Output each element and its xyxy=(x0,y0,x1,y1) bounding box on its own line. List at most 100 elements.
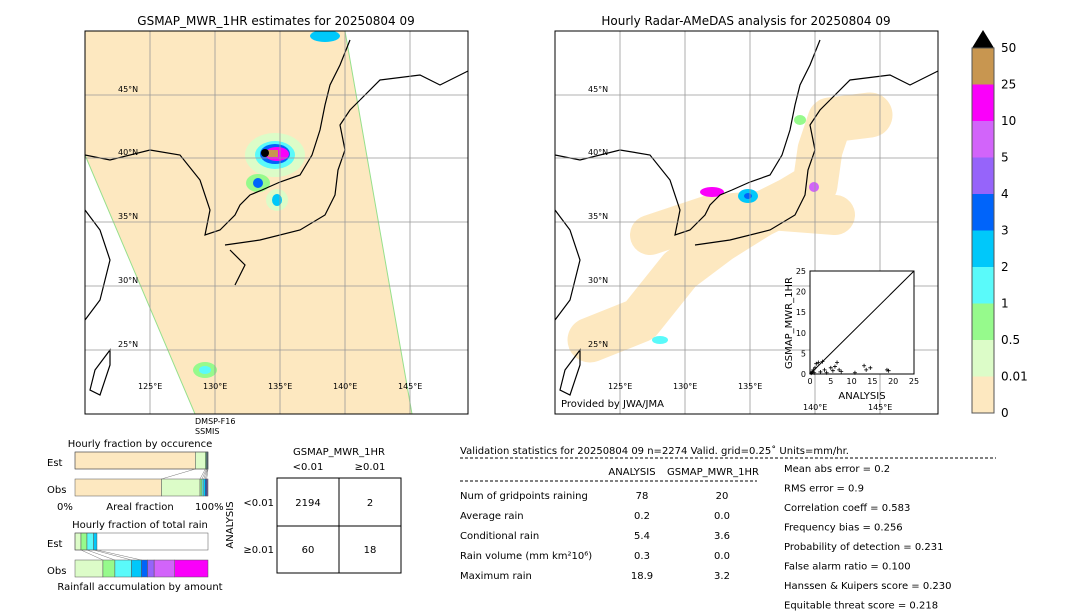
scatter-point xyxy=(812,365,817,370)
scatter-point xyxy=(868,365,873,370)
colorbar-segment xyxy=(972,194,994,231)
bar-segment xyxy=(141,559,148,578)
scatter-point xyxy=(832,364,837,369)
stat-gsmap: 0.0 xyxy=(714,551,730,562)
stat-label: Rain volume (mm km²10⁶) xyxy=(460,551,592,562)
scatter-xtick: 0 xyxy=(807,377,812,386)
stat-label: Conditional rain xyxy=(460,531,539,542)
longitude-label: 145°E xyxy=(868,403,892,412)
scatter-ytick: 5 xyxy=(801,349,806,358)
scatter-point xyxy=(820,359,825,364)
bar-segment xyxy=(86,532,94,551)
row-header: ≥0.01 xyxy=(243,545,274,556)
scatter-xtick: 5 xyxy=(828,377,833,386)
scatter-point xyxy=(828,365,833,370)
stat-analysis: 0.3 xyxy=(634,551,650,562)
colorbar-segment xyxy=(972,376,994,413)
colorbar-label: 0 xyxy=(1001,406,1009,420)
cell: 18 xyxy=(364,545,377,556)
scatter-point xyxy=(830,368,835,373)
scatter-xtick: 10 xyxy=(847,377,857,386)
one-to-one-line xyxy=(809,270,915,375)
tick-100: 100% xyxy=(195,502,224,513)
scatter-ytick: 20 xyxy=(796,288,806,297)
latitude-label: 35°N xyxy=(588,212,608,221)
bar-segment xyxy=(102,559,116,578)
bar-segment xyxy=(199,478,203,497)
latitude-label: 40°N xyxy=(588,148,608,157)
connector-line xyxy=(96,549,142,561)
longitude-label: 140°E xyxy=(803,403,827,412)
rain-fraction-title: Hourly fraction of total rain xyxy=(72,520,208,531)
bar-segment xyxy=(153,559,175,578)
score: Correlation coeff = 0.583 xyxy=(784,503,910,514)
stat-label: Maximum rain xyxy=(460,571,532,582)
bar-segment xyxy=(131,559,142,578)
satellite-label: DMSP-F16 xyxy=(195,417,235,426)
bar-segment xyxy=(80,532,88,551)
bar-segment xyxy=(74,559,104,578)
score: Hanssen & Kuipers score = 0.230 xyxy=(784,581,951,592)
occurrence-title: Hourly fraction by occurence xyxy=(68,439,212,450)
connector-line xyxy=(86,549,115,561)
colorbar-segment xyxy=(972,48,994,85)
colorbar-segment xyxy=(972,267,994,304)
scatter-point xyxy=(824,370,829,375)
cell: 2194 xyxy=(295,498,320,509)
colorbar-segment xyxy=(972,157,994,194)
col-header: <0.01 xyxy=(293,462,324,473)
score: Probability of detection = 0.231 xyxy=(784,542,943,553)
right-grid: 45°N 40°N 35°N 30°N 25°N 125°E 130°E 135°E 140°E… xyxy=(555,31,938,414)
colorbar-segment xyxy=(972,121,994,158)
colorbar-label: 0.5 xyxy=(1001,333,1020,347)
stat-analysis: 18.9 xyxy=(631,571,653,582)
colorbar: 0 0.01 0.5 1 2 3 4 5 10 25 50 xyxy=(971,30,1028,420)
stat-gsmap: 0.0 xyxy=(714,511,730,522)
longitude-label: 130°E xyxy=(203,382,227,391)
latitude-label: 45°N xyxy=(118,85,138,94)
validation-stats: Validation statistics for 20250804 09 n=… xyxy=(460,445,996,612)
occurrence-chart: Hourly fraction by occurence Est Obs 0% … xyxy=(47,439,224,513)
connector-line xyxy=(203,468,208,480)
left-map: 45°N 40°N 35°N 30°N 25°N 125°E 130°E 135°E 140°E… xyxy=(84,30,469,436)
longitude-label: 125°E xyxy=(138,382,162,391)
latitude-label: 35°N xyxy=(118,212,138,221)
bar-segment xyxy=(74,478,162,497)
bar-segment xyxy=(161,478,201,497)
connector-line xyxy=(206,468,209,480)
rain-fraction-xlabel: Rainfall accumulation by amount xyxy=(57,582,222,593)
scatter-point xyxy=(822,367,827,372)
cell: 60 xyxy=(302,545,315,556)
score: Equitable threat score = 0.218 xyxy=(784,601,938,612)
scatter-point xyxy=(818,369,823,374)
right-map: 45°N 40°N 35°N 30°N 25°N 125°E 130°E 135°E 140°E… xyxy=(554,30,939,415)
row-header: <0.01 xyxy=(243,498,274,509)
scatter-ytick: 25 xyxy=(796,267,806,276)
bar-segment xyxy=(114,559,132,578)
cell: 2 xyxy=(367,498,373,509)
rain-fraction-chart: Hourly fraction of total rain Est Obs Ra… xyxy=(47,520,223,593)
score: False alarm ratio = 0.100 xyxy=(784,562,911,573)
scatter-point xyxy=(837,367,842,372)
obs-label: Obs xyxy=(47,485,66,496)
longitude-label: 145°E xyxy=(398,382,422,391)
scatter-point xyxy=(852,370,857,375)
colorbar-label: 0.01 xyxy=(1001,370,1028,384)
scatter-ytick: 0 xyxy=(801,370,806,379)
left-grid: 45°N 40°N 35°N 30°N 25°N 125°E 130°E 135°E 140°E… xyxy=(85,31,468,414)
row-label: ANALYSIS xyxy=(225,501,236,548)
scatter-point xyxy=(814,361,819,366)
scatter-point xyxy=(810,369,815,374)
scatter-point xyxy=(835,360,840,365)
connector-line xyxy=(161,468,196,480)
bar-segment xyxy=(74,532,82,551)
connector-line xyxy=(80,549,104,561)
stat-analysis: 78 xyxy=(636,491,649,502)
bar-frame xyxy=(74,451,209,470)
validation-header: Validation statistics for 20250804 09 n=… xyxy=(460,445,849,457)
connector-line xyxy=(205,468,208,480)
longitude-label: 125°E xyxy=(608,382,632,391)
bar-segment xyxy=(147,559,155,578)
col-header: ≥0.01 xyxy=(355,462,386,473)
